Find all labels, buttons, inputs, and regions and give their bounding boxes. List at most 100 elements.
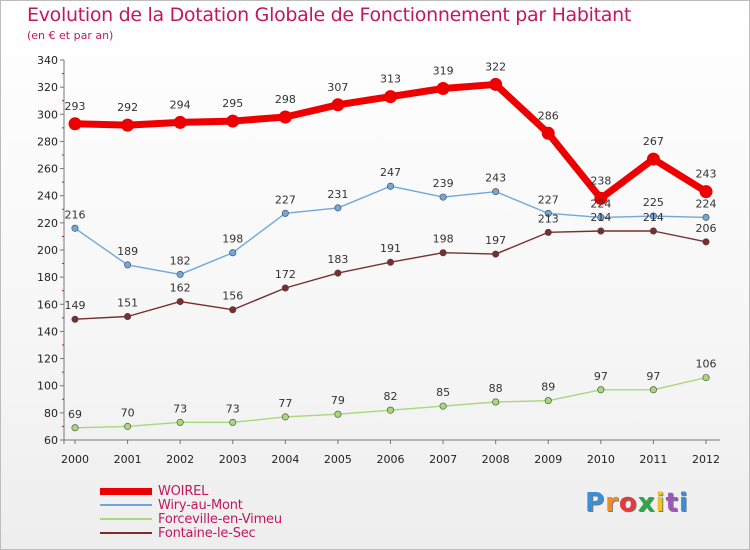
data-point xyxy=(121,118,135,132)
data-labels-layer: 293 292 294 295 298 307 313 319 322 286 238 267 243 2… xyxy=(65,60,717,420)
data-point xyxy=(702,238,710,246)
data-label: 77 xyxy=(278,397,292,410)
legend-item: Fontaine-le-Sec xyxy=(100,525,282,541)
legend-item: WOIREL xyxy=(100,484,282,499)
data-label: 238 xyxy=(590,174,611,187)
y-tick-label: 160 xyxy=(37,298,58,311)
data-label: 243 xyxy=(485,172,506,185)
legend-item: Wiry-au-Mont xyxy=(100,498,282,513)
data-label: 216 xyxy=(65,208,86,221)
legend: WOIREL Wiry-au-Mont Forceville-en-Vimeu Fon… xyxy=(100,484,282,541)
data-point xyxy=(71,315,79,323)
data-point xyxy=(646,152,660,166)
line-chart: 60 80 100 120 140 160 180 200 220 240 260 280 300 320… xyxy=(37,54,720,466)
data-label: 307 xyxy=(327,81,348,94)
logo-letter: i xyxy=(678,488,689,518)
x-tick-label: 2010 xyxy=(587,453,615,466)
data-label: 97 xyxy=(646,370,660,383)
data-label: 294 xyxy=(170,98,191,111)
data-label: 89 xyxy=(541,381,555,394)
data-point xyxy=(436,82,450,95)
data-point xyxy=(492,188,500,196)
data-label: 149 xyxy=(65,299,86,312)
y-tick-label: 200 xyxy=(37,244,58,257)
data-point xyxy=(489,77,503,91)
data-label: 227 xyxy=(538,193,559,206)
x-tick-label: 2007 xyxy=(429,453,457,466)
data-point xyxy=(544,397,552,405)
data-point xyxy=(71,424,79,432)
data-point xyxy=(544,209,552,217)
chart-title: Evolution de la Dotation Globale de Fonc… xyxy=(27,4,632,26)
data-label: 88 xyxy=(489,382,503,395)
data-label: 197 xyxy=(485,234,506,247)
x-tick-label: 2002 xyxy=(166,453,194,466)
proxiti-logo: Proxiti xyxy=(585,488,689,518)
data-label: 295 xyxy=(222,97,243,110)
x-tick-label: 2006 xyxy=(377,453,405,466)
data-label: 182 xyxy=(170,254,191,267)
data-label: 156 xyxy=(222,290,243,303)
data-point xyxy=(699,185,713,199)
data-point xyxy=(281,209,289,217)
data-point xyxy=(544,228,552,236)
data-label: 183 xyxy=(327,253,348,266)
legend-swatch xyxy=(100,504,152,506)
data-point xyxy=(702,213,710,221)
data-point xyxy=(334,204,342,212)
y-tick-label: 240 xyxy=(37,190,58,203)
axes: 60 80 100 120 140 160 180 200 220 240 260 280 300 320… xyxy=(37,54,720,466)
data-point xyxy=(281,284,289,292)
data-point xyxy=(384,90,397,104)
data-label: 231 xyxy=(327,188,348,201)
data-label: 243 xyxy=(696,168,717,181)
data-point xyxy=(176,298,184,306)
data-label: 198 xyxy=(222,233,243,246)
data-point xyxy=(229,249,237,257)
data-point xyxy=(649,227,657,235)
y-tick-label: 180 xyxy=(37,271,58,284)
data-label: 292 xyxy=(117,101,138,114)
data-label: 79 xyxy=(331,394,345,407)
data-point xyxy=(594,191,608,205)
data-point xyxy=(176,418,184,426)
data-point xyxy=(334,269,342,277)
data-point xyxy=(71,224,79,232)
x-tick-label: 2009 xyxy=(534,453,562,466)
y-tick-label: 120 xyxy=(37,353,58,366)
data-label: 224 xyxy=(590,197,611,210)
data-label: 298 xyxy=(275,93,296,106)
data-point xyxy=(278,110,292,124)
data-label: 172 xyxy=(275,268,296,281)
logo-letter: t xyxy=(665,488,679,518)
data-label: 293 xyxy=(65,100,86,113)
y-tick-label: 140 xyxy=(37,325,58,338)
series-layer xyxy=(68,77,713,432)
data-label: 225 xyxy=(643,196,664,209)
x-tick-label: 2001 xyxy=(114,453,142,466)
data-point xyxy=(124,261,132,269)
data-label: 106 xyxy=(696,358,717,371)
data-point xyxy=(68,117,82,131)
y-tick-label: 300 xyxy=(37,108,58,121)
data-point xyxy=(649,386,657,394)
data-label: 206 xyxy=(696,222,717,235)
data-point xyxy=(439,402,447,410)
x-tick-label: 2000 xyxy=(61,453,89,466)
data-point xyxy=(492,250,500,258)
data-point xyxy=(386,258,394,266)
legend-label: Forceville-en-Vimeu xyxy=(158,511,282,527)
legend-label: Fontaine-le-Sec xyxy=(158,525,256,541)
data-label: 85 xyxy=(436,386,450,399)
data-label: 198 xyxy=(433,233,454,246)
legend-item: Forceville-en-Vimeu xyxy=(100,511,282,527)
logo-letter: r xyxy=(605,488,619,518)
data-label: 189 xyxy=(117,245,138,258)
data-point xyxy=(226,114,240,128)
x-tick-label: 2008 xyxy=(482,453,510,466)
data-point xyxy=(331,98,345,112)
data-point xyxy=(124,312,132,320)
data-point xyxy=(229,418,237,426)
data-label: 239 xyxy=(433,177,454,190)
